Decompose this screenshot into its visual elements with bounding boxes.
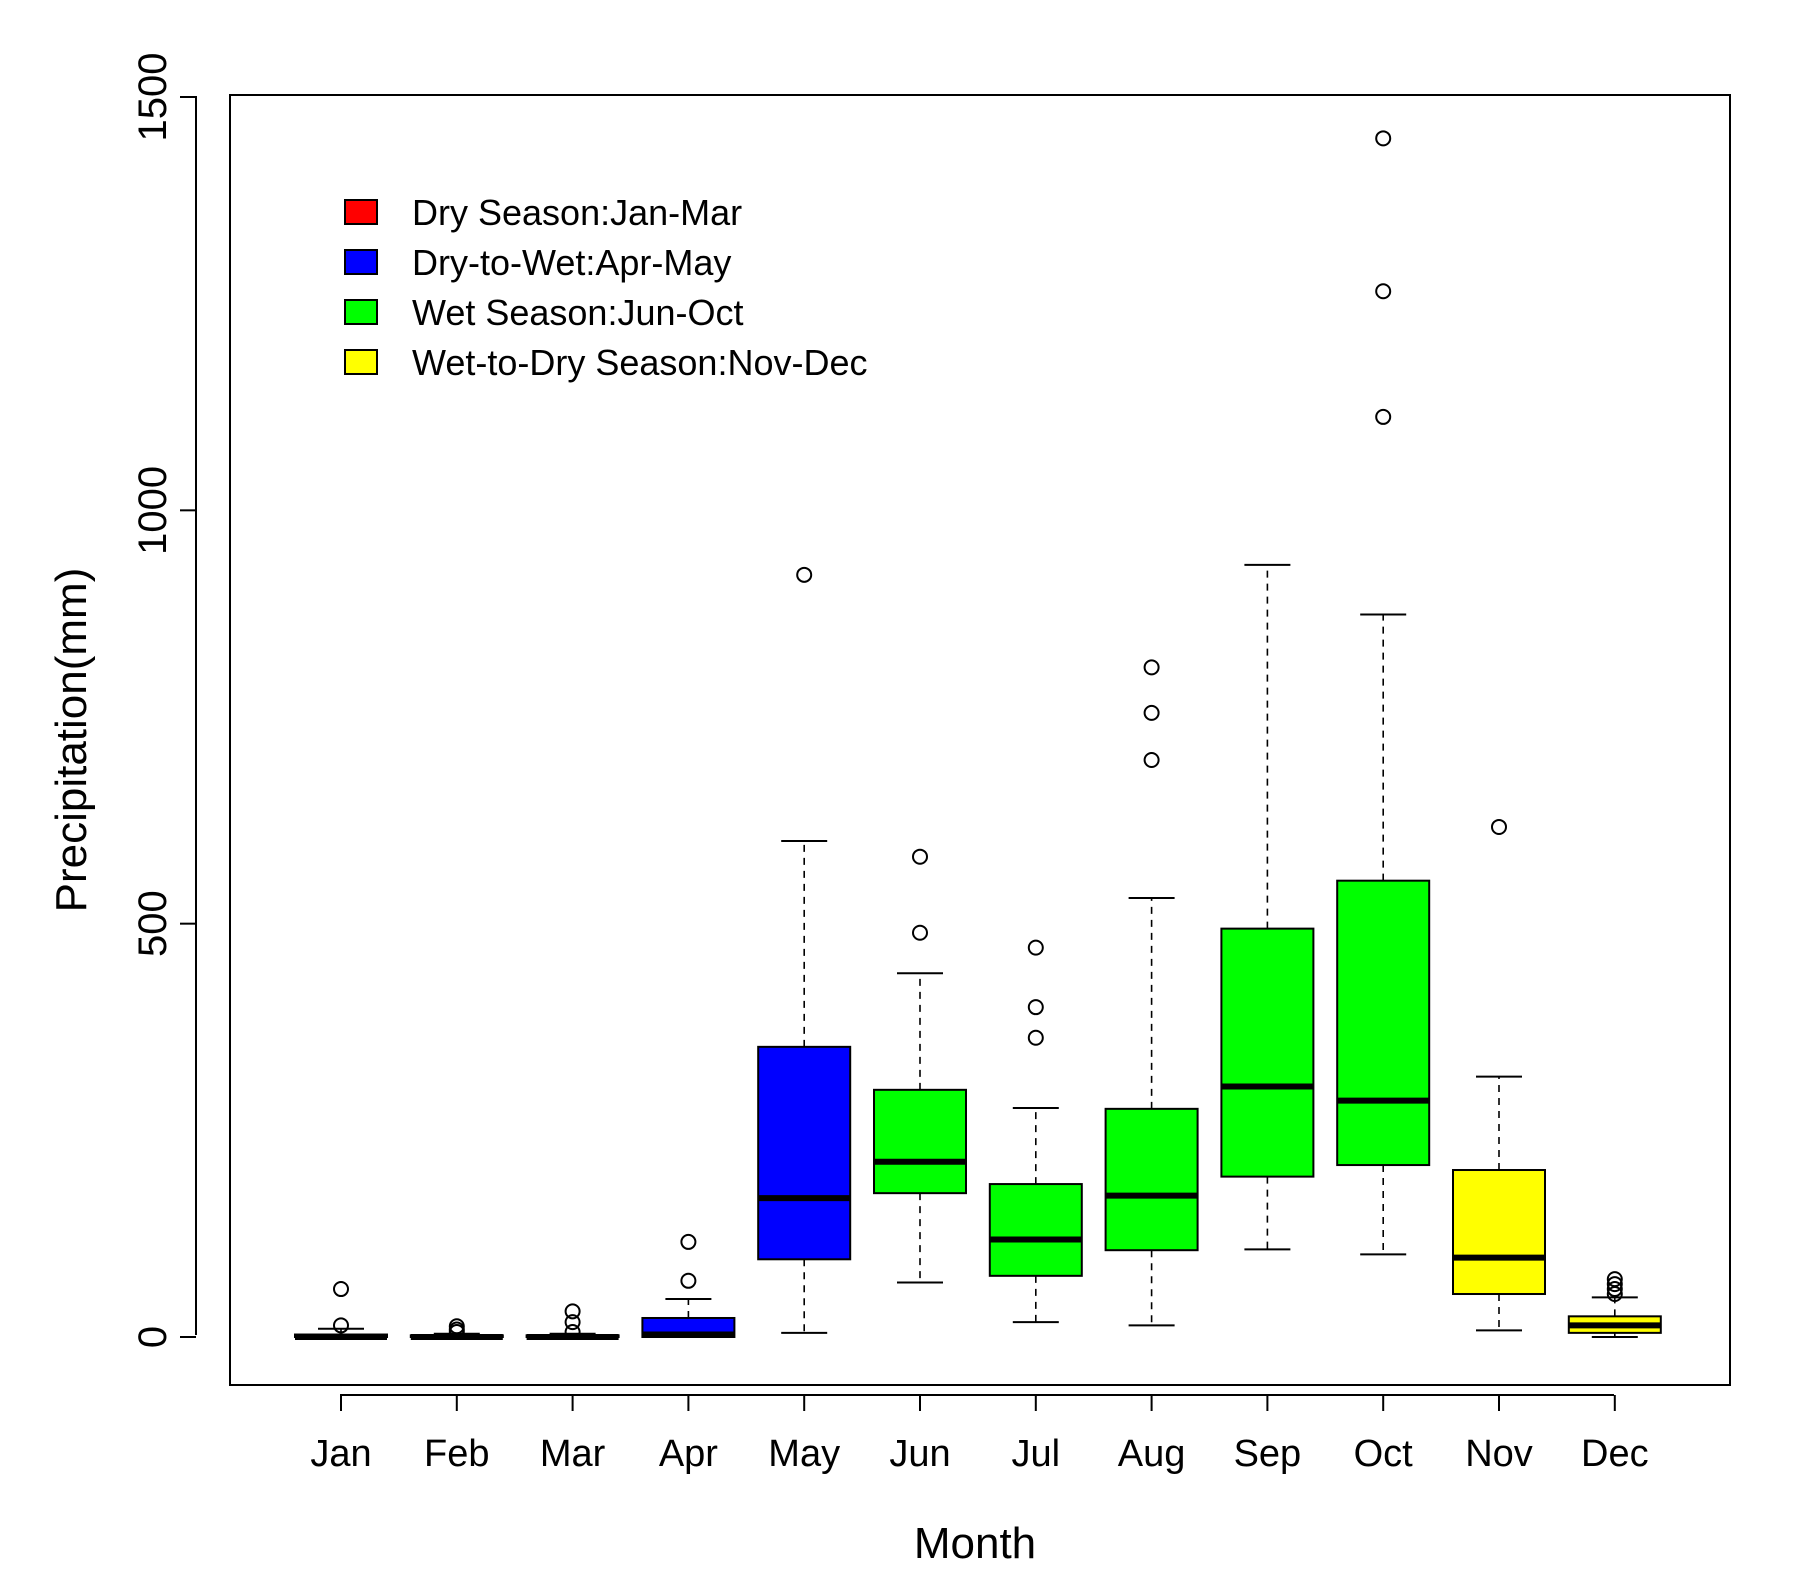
y-axis-title: Precipitation(mm) xyxy=(47,568,96,913)
outlier-point xyxy=(1606,1281,1623,1298)
x-tick-label-apr: Apr xyxy=(659,1433,718,1475)
y-axis: 0 500 1000 1500 xyxy=(131,53,197,1348)
x-axis-title: Month xyxy=(914,1519,1036,1568)
x-tick-label-sep: Sep xyxy=(1234,1433,1302,1475)
outlier-point xyxy=(1027,999,1044,1016)
legend-label: Wet Season:Jun-Oct xyxy=(412,292,744,333)
box-aug xyxy=(1104,659,1199,1327)
box-apr xyxy=(641,1233,736,1339)
iqr-box xyxy=(988,1183,1083,1277)
x-tick-label-mar: Mar xyxy=(540,1433,606,1475)
box-jan xyxy=(294,1281,388,1340)
x-tick-label-jul: Jul xyxy=(1012,1433,1061,1475)
legend-swatch xyxy=(344,299,378,325)
outlier-point xyxy=(564,1303,581,1320)
outlier-point xyxy=(1027,939,1044,956)
outlier-point xyxy=(333,1281,349,1298)
outlier-point xyxy=(564,1324,581,1341)
box-feb xyxy=(409,1318,504,1341)
outlier-point xyxy=(1375,408,1392,425)
outlier-point xyxy=(448,1318,465,1335)
y-tick-label: 1500 xyxy=(131,53,175,142)
legend-swatch xyxy=(344,249,378,275)
box-dec xyxy=(1567,1271,1662,1338)
box-may xyxy=(757,566,852,1334)
box-jul xyxy=(988,939,1083,1324)
plot-frame xyxy=(229,94,1731,1386)
legend-item: Wet-to-Dry Season:Nov-Dec xyxy=(344,342,867,383)
iqr-box xyxy=(1104,1107,1199,1252)
x-tick-label-may: May xyxy=(768,1433,840,1475)
legend-item: Dry-to-Wet:Apr-May xyxy=(344,242,731,283)
outlier-point xyxy=(1027,1029,1044,1046)
outlier-point xyxy=(1375,130,1392,147)
y-tick-label: 0 xyxy=(131,1326,175,1348)
outlier-point xyxy=(796,566,813,583)
x-tick-label-jun: Jun xyxy=(889,1433,950,1475)
iqr-box xyxy=(1452,1169,1546,1296)
box-oct xyxy=(1336,130,1431,1256)
legend-label: Dry Season:Jan-Mar xyxy=(412,192,742,233)
x-tick-label-oct: Oct xyxy=(1354,1433,1414,1475)
legend-swatch xyxy=(344,349,378,375)
outlier-point xyxy=(1606,1276,1623,1293)
y-tick-label: 500 xyxy=(131,890,175,957)
iqr-box xyxy=(1220,927,1315,1178)
x-tick-label-aug: Aug xyxy=(1118,1433,1186,1475)
outlier-point xyxy=(564,1314,581,1331)
iqr-box xyxy=(873,1088,967,1195)
x-tick-label-jan: Jan xyxy=(310,1433,371,1475)
legend-item: Wet Season:Jun-Oct xyxy=(344,292,744,333)
outlier-point xyxy=(1143,704,1160,721)
outlier-point xyxy=(680,1233,697,1250)
legend-item: Dry Season:Jan-Mar xyxy=(344,192,742,233)
x-tick-label-nov: Nov xyxy=(1465,1433,1533,1475)
outlier-point xyxy=(912,848,928,865)
iqr-box xyxy=(1336,879,1431,1167)
outlier-point xyxy=(680,1272,697,1289)
outlier-point xyxy=(1143,751,1160,768)
y-tick-label: 1000 xyxy=(131,466,175,555)
outlier-point xyxy=(1375,283,1392,300)
x-tick-label-feb: Feb xyxy=(424,1433,489,1475)
legend-label: Dry-to-Wet:Apr-May xyxy=(412,242,731,283)
legend-label: Wet-to-Dry Season:Nov-Dec xyxy=(412,342,867,383)
box-nov xyxy=(1452,818,1546,1332)
box-mar xyxy=(525,1303,620,1341)
plot-area xyxy=(294,130,1662,1341)
outlier-point xyxy=(1606,1271,1623,1288)
outlier-point xyxy=(1143,659,1160,676)
x-axis: Jan Feb Mar Apr May Jun Jul Aug Sep Oct Nov Dec xyxy=(310,1394,1649,1475)
outlier-point xyxy=(912,924,928,941)
legend-swatch xyxy=(344,199,378,225)
iqr-box xyxy=(757,1045,852,1261)
box-jun xyxy=(873,848,967,1284)
outlier-point xyxy=(333,1317,349,1334)
legend: Dry Season:Jan-Mar Dry-to-Wet:Apr-May Wet … xyxy=(344,192,867,383)
x-tick-label-dec: Dec xyxy=(1581,1433,1649,1475)
outlier-point xyxy=(1491,818,1507,835)
box-sep xyxy=(1220,563,1315,1251)
